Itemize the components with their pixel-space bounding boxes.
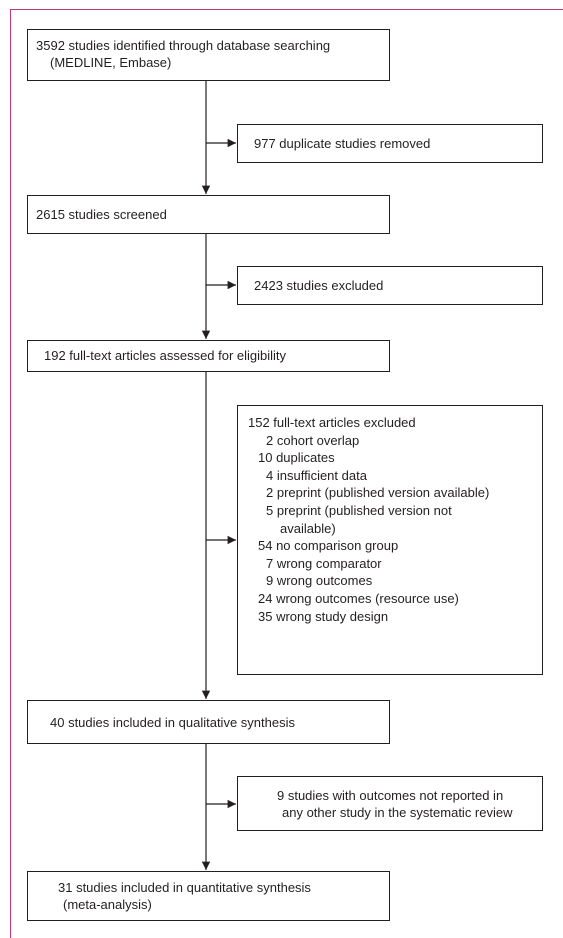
not-reported-line2: any other study in the systematic review bbox=[282, 805, 513, 820]
box-fulltext-excluded: 152 full-text articles excluded 2 cohort… bbox=[237, 405, 543, 675]
exclusion-reason: 2 preprint (published version available) bbox=[266, 485, 490, 501]
frame-left-border bbox=[10, 9, 11, 938]
identified-line1: 3592 studies identified through database… bbox=[36, 38, 331, 53]
identified-line2: (MEDLINE, Embase) bbox=[50, 55, 172, 70]
exclusion-reason: 54 no comparison group bbox=[258, 538, 399, 554]
exclusion-reason-continued: available) bbox=[280, 520, 336, 536]
not-reported-line1: 9 studies with outcomes not reported in bbox=[277, 788, 504, 803]
box-qualitative-synthesis: 40 studies included in qualitative synth… bbox=[27, 700, 390, 744]
box-studies-excluded: 2423 studies excluded bbox=[237, 266, 543, 305]
exclusion-reason: 2 cohort overlap bbox=[266, 432, 360, 448]
fulltext-excluded-title: 152 full-text articles excluded bbox=[248, 415, 416, 430]
box-duplicates-removed: 977 duplicate studies removed bbox=[237, 124, 543, 163]
exclusion-reason: 4 insufficient data bbox=[266, 467, 367, 483]
box-fulltext-assessed: 192 full-text articles assessed for elig… bbox=[27, 340, 390, 372]
exclusion-reason: 10 duplicates bbox=[258, 450, 335, 466]
exclusion-reason: 5 preprint (published version not bbox=[266, 502, 452, 518]
exclusion-reason: 35 wrong study design bbox=[258, 608, 389, 624]
qualitative-text: 40 studies included in qualitative synth… bbox=[50, 715, 295, 730]
quantitative-line1: 31 studies included in quantitative synt… bbox=[58, 880, 311, 895]
frame-top-border bbox=[10, 9, 563, 10]
box-outcomes-not-reported: 9 studies with outcomes not reported in … bbox=[237, 776, 543, 831]
duplicates-removed-text: 977 duplicate studies removed bbox=[254, 136, 431, 151]
exclusion-reason: 9 wrong outcomes bbox=[266, 573, 373, 589]
exclusion-reason: 24 wrong outcomes (resource use) bbox=[258, 590, 459, 606]
box-quantitative-synthesis: 31 studies included in quantitative synt… bbox=[27, 871, 390, 921]
screened-text: 2615 studies screened bbox=[36, 207, 167, 222]
box-studies-screened: 2615 studies screened bbox=[27, 195, 390, 234]
exclusion-reason: 7 wrong comparator bbox=[266, 555, 382, 571]
box-studies-identified: 3592 studies identified through database… bbox=[27, 29, 390, 81]
excluded-text: 2423 studies excluded bbox=[254, 278, 384, 293]
fulltext-assessed-text: 192 full-text articles assessed for elig… bbox=[44, 348, 287, 363]
quantitative-line2: (meta-analysis) bbox=[63, 897, 152, 912]
